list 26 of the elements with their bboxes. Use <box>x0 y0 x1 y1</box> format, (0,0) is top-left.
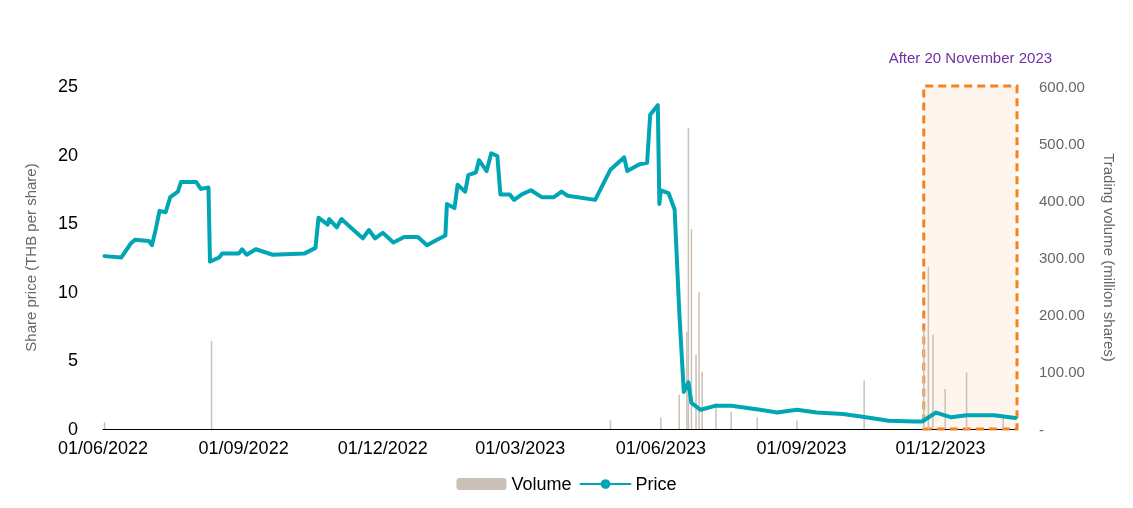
y-tick-label: 0 <box>67 419 78 439</box>
x-tick-label: 01/12/2022 <box>337 438 428 458</box>
y2-tick-label: 200.00 <box>1039 306 1085 324</box>
y-tick-label: 20 <box>57 144 78 165</box>
band-label: After 20 November 2023 <box>888 48 1053 66</box>
y2-tick-label: 300.00 <box>1039 249 1085 266</box>
y2-tick-label: 100.00 <box>1039 363 1085 381</box>
y-tick-label: 15 <box>57 213 78 234</box>
y-axis-title: Share price (THB per share) <box>22 163 39 352</box>
legend-label: Price <box>635 474 677 494</box>
y-tick-label: 5 <box>67 350 78 371</box>
x-tick-label: 01/09/2022 <box>198 438 289 458</box>
x-tick-label: 01/06/2023 <box>615 438 706 458</box>
x-tick-label: 01/09/2023 <box>756 438 847 458</box>
y2-axis-title: Trading volume (million shares) <box>1101 153 1118 362</box>
x-tick-label: 01/12/2023 <box>895 438 986 458</box>
line-series <box>102 103 1018 424</box>
legend-label: Volume <box>511 474 572 494</box>
y2-tick-label: 400.00 <box>1039 191 1085 209</box>
y2-tick-label: 500.00 <box>1039 134 1085 152</box>
y2-tick-label: - <box>1039 420 1044 438</box>
x-tick-label: 01/06/2022 <box>57 438 149 458</box>
y2-tick-label: 600.00 <box>1039 77 1085 95</box>
y-tick-label: 10 <box>57 281 78 302</box>
y-tick-label: 25 <box>57 76 78 96</box>
x-tick-label: 01/03/2023 <box>475 438 566 458</box>
